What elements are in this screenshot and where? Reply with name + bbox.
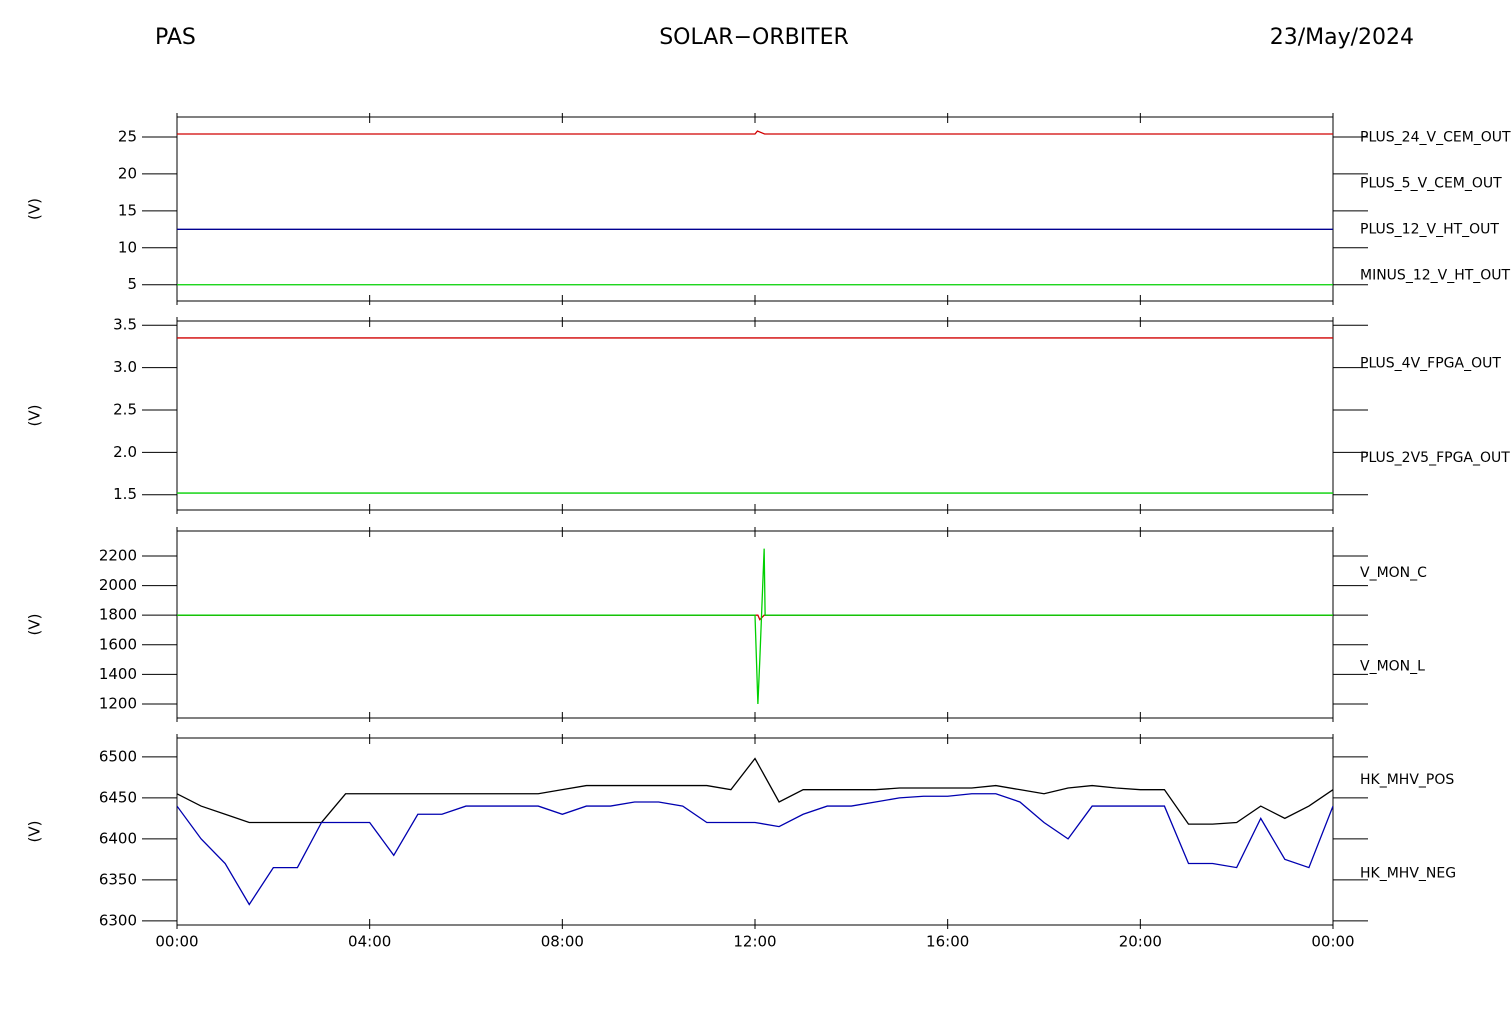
y-tick-label: 25	[118, 127, 137, 145]
y-tick-label: 5	[127, 275, 137, 293]
legend-label: V_MON_C	[1360, 565, 1427, 581]
x-tick-label: 04:00	[348, 933, 391, 951]
x-tick-label: 00:00	[1311, 933, 1354, 951]
panel-frame	[176, 116, 1334, 302]
y-tick-label: 3.5	[113, 316, 137, 334]
series-line	[177, 793, 1333, 906]
instrument: PAS	[155, 25, 196, 50]
y-axis-label: (V)	[26, 198, 44, 220]
y-tick-label: 2200	[99, 547, 137, 565]
y-tick-label: 2.0	[113, 443, 137, 461]
y-tick-label: 10	[118, 238, 137, 256]
y-tick-label: 6400	[99, 829, 137, 847]
y-tick-label: 2.5	[113, 400, 137, 418]
series-line	[177, 757, 1333, 825]
y-axis-label: (V)	[26, 614, 44, 636]
y-tick-label: 3.0	[113, 358, 137, 376]
legend-label: MINUS_12_V_HT_OUT	[1360, 268, 1511, 284]
legend-label: PLUS_4V_FPGA_OUT	[1360, 356, 1501, 372]
legend-label: V_MON_L	[1360, 659, 1425, 675]
x-tick-label: 16:00	[926, 933, 969, 951]
x-tick-label: 20:00	[1119, 933, 1162, 951]
y-tick-label: 6450	[99, 788, 137, 806]
legend-label: HK_MHV_POS	[1360, 772, 1454, 788]
legend-label: PLUS_12_V_HT_OUT	[1360, 222, 1499, 238]
legend-label: PLUS_5_V_CEM_OUT	[1360, 176, 1502, 192]
y-tick-label: 1.5	[113, 485, 137, 503]
y-axis-label: (V)	[26, 405, 44, 427]
y-tick-label: 1400	[99, 665, 137, 683]
x-tick-label: 00:00	[155, 933, 198, 951]
y-tick-label: 1800	[99, 606, 137, 624]
y-tick-label: 6300	[99, 911, 137, 929]
series-line	[177, 548, 1333, 704]
y-tick-label: 1200	[99, 694, 137, 712]
y-tick-label: 6350	[99, 870, 137, 888]
y-tick-label: 20	[118, 164, 137, 182]
y-tick-label: 2000	[99, 576, 137, 594]
y-tick-label: 1600	[99, 635, 137, 653]
legend-label: HK_MHV_NEG	[1360, 866, 1456, 882]
legend-label: PLUS_2V5_FPGA_OUT	[1360, 450, 1510, 466]
panel-frame	[176, 737, 1334, 926]
date: 23/May/2024	[1270, 25, 1414, 50]
panel-frame	[176, 320, 1334, 511]
y-axis-label: (V)	[26, 821, 44, 843]
series-line	[177, 130, 1333, 135]
y-tick-label: 15	[118, 201, 137, 219]
legend-label: PLUS_24_V_CEM_OUT	[1360, 130, 1511, 146]
x-tick-label: 12:00	[733, 933, 776, 951]
y-tick-label: 6500	[99, 747, 137, 765]
mission: SOLAR−ORBITER	[659, 25, 849, 50]
x-tick-label: 08:00	[541, 933, 584, 951]
